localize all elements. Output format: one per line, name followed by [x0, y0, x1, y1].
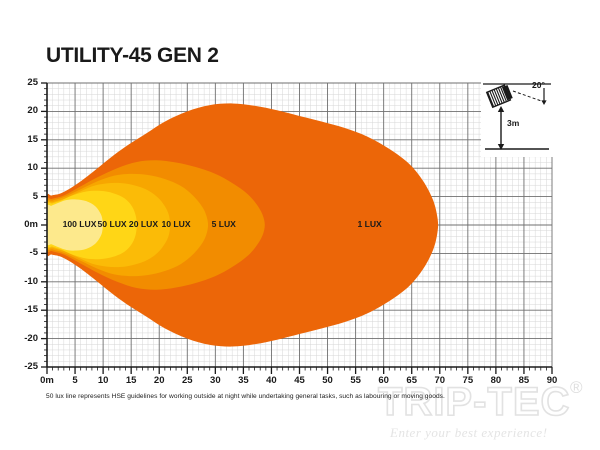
x-tick-label: 10	[97, 375, 109, 386]
x-tick-label: 85	[518, 375, 530, 386]
y-tick-label: 10	[27, 162, 38, 174]
x-tick-label: 35	[238, 375, 249, 386]
x-tick-label: 65	[406, 375, 417, 386]
x-tick-label: 15	[125, 375, 137, 386]
x-tick-label: 30	[210, 375, 221, 386]
x-tick-label: 55	[350, 375, 361, 386]
lux-label-100-lux: 100 LUX	[62, 219, 97, 229]
beam-contours	[47, 103, 439, 347]
inset-angle-label: 20°	[532, 80, 545, 90]
x-tick-label: 5	[72, 375, 78, 386]
y-tick-label: -15	[24, 304, 38, 316]
y-tick-label: 0m	[24, 219, 38, 230]
y-tick-label: 20	[27, 105, 38, 117]
mounting-inset	[481, 79, 553, 157]
x-tick-label: 45	[294, 375, 305, 386]
lux-label-1-lux: 1 LUX	[357, 219, 382, 229]
inset-height-label: 3m	[507, 118, 520, 128]
x-tick-label: 40	[266, 375, 277, 386]
lux-label-20-lux: 20 LUX	[128, 219, 159, 229]
lux-label-50-lux: 50 LUX	[97, 219, 127, 229]
y-tick-label: 15	[27, 133, 38, 145]
page-title: UTILITY-45 GEN 2	[46, 44, 219, 67]
x-tick-label: 70	[434, 375, 446, 386]
lux-label-10-lux: 10 LUX	[161, 219, 191, 229]
x-tick-label: 80	[490, 375, 502, 386]
x-tick-label: 0m	[40, 375, 54, 386]
y-tick-label: -5	[29, 247, 38, 259]
y-tick-label: -20	[24, 332, 38, 344]
x-tick-label: 75	[462, 375, 474, 386]
x-tick-label: 50	[322, 375, 333, 386]
y-tick-label: 5	[32, 190, 38, 202]
lux-label-5-lux: 5 LUX	[211, 219, 236, 229]
y-tick-label: 25	[27, 77, 38, 88]
beam-contour-100-lux	[47, 199, 103, 251]
x-tick-label: 90	[546, 375, 558, 386]
y-tick-label: -10	[24, 275, 38, 287]
footnote-text: 50 lux line represents HSE guidelines fo…	[46, 393, 445, 400]
axis-ticks	[41, 82, 553, 374]
x-tick-label: 20	[153, 375, 165, 386]
y-tick-label: -25	[24, 361, 38, 372]
x-tick-label: 60	[378, 375, 389, 386]
x-tick-label: 25	[181, 375, 193, 386]
